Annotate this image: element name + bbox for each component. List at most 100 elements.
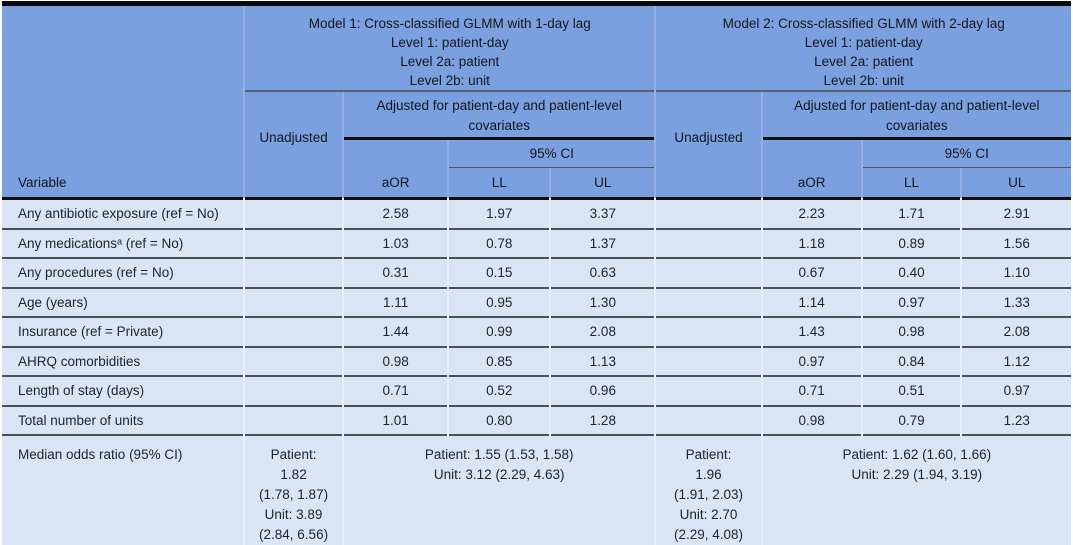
aor-m1-cell: 1.01: [344, 406, 448, 436]
aor-m1-cell: 1.44: [344, 318, 448, 348]
ul-m1-cell: 3.37: [551, 200, 655, 230]
ll-m2-cell: 0.79: [862, 406, 961, 436]
aor-m2-cell: 1.43: [762, 318, 861, 348]
column-header-aor-m1: aOR: [344, 140, 448, 200]
table-row: Any antibiotic exposure (ref = No) 2.58 …: [2, 200, 1071, 230]
median-line: Unit: 2.70: [679, 507, 738, 522]
column-header-ll-m1: LL: [449, 168, 550, 200]
median-unadjusted-m2-cell: Patient: 1.96 (1.91, 2.03) Unit: 2.70 (2…: [656, 436, 761, 545]
median-line: Patient:: [270, 447, 317, 462]
aor-m1-cell: 1.03: [344, 229, 448, 259]
model2-title-line: Model 2: Cross-classified GLMM with 2-da…: [722, 16, 1005, 31]
aor-m1-cell: 2.58: [344, 200, 448, 230]
ll-m2-cell: 0.89: [862, 229, 961, 259]
unadjusted-m2-cell: [656, 259, 761, 289]
unadjusted-m1-cell: [245, 288, 342, 318]
median-line: 1.96: [695, 467, 722, 482]
model1-level2a-line: Level 2a: patient: [400, 54, 500, 69]
ll-m2-cell: 0.51: [862, 377, 961, 407]
unadjusted-m1-cell: [245, 406, 342, 436]
group-header-adjusted-m2: Adjusted for patient-day and patient-lev…: [762, 92, 1071, 140]
ll-m1-cell: 1.97: [449, 200, 550, 230]
ul-m2-cell: 1.56: [962, 229, 1071, 259]
median-line: (1.91, 2.03): [674, 487, 744, 502]
median-line: (2.84, 6.56): [259, 527, 329, 542]
median-line: (1.78, 1.87): [259, 487, 329, 502]
ul-m2-cell: 1.23: [962, 406, 1071, 436]
median-line: Unit: 2.29 (1.94, 3.19): [851, 467, 983, 482]
aor-m2-cell: 0.71: [762, 377, 861, 407]
aor-m2-cell: 0.97: [762, 347, 861, 377]
table-row: Insurance (ref = Private) 1.44 0.99 2.08…: [2, 318, 1071, 348]
ll-m1-cell: 0.52: [449, 377, 550, 407]
unadjusted-m1-cell: [245, 318, 342, 348]
ul-m1-cell: 2.08: [551, 318, 655, 348]
ul-m1-cell: 0.63: [551, 259, 655, 289]
unadjusted-m1-cell: [245, 259, 342, 289]
ul-m2-cell: 1.12: [962, 347, 1071, 377]
ul-m1-cell: 1.28: [551, 406, 655, 436]
model2-level1-line: Level 1: patient-day: [804, 35, 923, 50]
ll-m2-cell: 0.98: [862, 318, 961, 348]
table-row: Any procedures (ref = No) 0.31 0.15 0.63…: [2, 259, 1071, 289]
model2-level2b-line: Level 2b: unit: [823, 73, 904, 88]
variable-cell: Insurance (ref = Private): [2, 318, 244, 348]
ul-m2-cell: 0.97: [962, 377, 1071, 407]
column-header-unadjusted-m2: Unadjusted: [656, 92, 761, 200]
median-line: Patient:: [685, 447, 732, 462]
table-row: Total number of units 1.01 0.80 1.28 0.9…: [2, 406, 1071, 436]
ul-m2-cell: 2.08: [962, 318, 1071, 348]
model1-title-line: Model 1: Cross-classified GLMM with 1-da…: [308, 16, 591, 31]
unadjusted-m2-cell: [656, 288, 761, 318]
model1-title: Model 1: Cross-classified GLMM with 1-da…: [245, 6, 655, 92]
unadjusted-m2-cell: [656, 200, 761, 230]
aor-m2-cell: 2.23: [762, 200, 861, 230]
median-odds-ratio-row: Median odds ratio (95% CI) Patient: 1.82…: [2, 436, 1071, 545]
ll-m2-cell: 0.40: [862, 259, 961, 289]
unadjusted-m2-cell: [656, 406, 761, 436]
median-line: Patient: 1.62 (1.60, 1.66): [842, 447, 992, 462]
unadjusted-m1-cell: [245, 229, 342, 259]
column-header-unadjusted-m1: Unadjusted: [245, 92, 342, 200]
column-header-ul-m1: UL: [551, 168, 655, 200]
unadjusted-m1-cell: [245, 377, 342, 407]
unadjusted-m2-cell: [656, 318, 761, 348]
variable-cell: Age (years): [2, 288, 244, 318]
median-line: (2.29, 4.08): [674, 527, 744, 542]
ul-m1-cell: 1.30: [551, 288, 655, 318]
aor-m2-cell: 1.18: [762, 229, 861, 259]
table-row: Age (years) 1.11 0.95 1.30 1.14 0.97 1.3…: [2, 288, 1071, 318]
aor-m2-cell: 1.14: [762, 288, 861, 318]
group-header-ci-m2: 95% CI: [862, 140, 1071, 168]
model2-level2a-line: Level 2a: patient: [814, 54, 914, 69]
median-adjusted-m1-cell: Patient: 1.55 (1.53, 1.58) Unit: 3.12 (2…: [344, 436, 655, 545]
aor-m1-cell: 1.11: [344, 288, 448, 318]
header-row-model-titles: Variable Model 1: Cross-classified GLMM …: [2, 6, 1071, 200]
median-line: Unit: 3.89: [264, 507, 323, 522]
ul-m2-cell: 1.10: [962, 259, 1071, 289]
variable-cell: Any antibiotic exposure (ref = No): [2, 200, 244, 230]
table-row: Any medicationsᵃ (ref = No) 1.03 0.78 1.…: [2, 229, 1071, 259]
ll-m1-cell: 0.99: [449, 318, 550, 348]
ll-m1-cell: 0.80: [449, 406, 550, 436]
model2-title: Model 2: Cross-classified GLMM with 2-da…: [656, 6, 1071, 92]
ul-m1-cell: 0.96: [551, 377, 655, 407]
model1-level1-line: Level 1: patient-day: [390, 35, 509, 50]
column-header-ll-m2: LL: [862, 168, 961, 200]
ll-m2-cell: 0.84: [862, 347, 961, 377]
aor-m1-cell: 0.31: [344, 259, 448, 289]
aor-m1-cell: 0.98: [344, 347, 448, 377]
unadjusted-m1-cell: [245, 347, 342, 377]
ll-m1-cell: 0.85: [449, 347, 550, 377]
header-row-limits: LL UL LL UL: [2, 168, 1071, 200]
column-header-aor-m2: aOR: [762, 140, 861, 200]
aor-m2-cell: 0.67: [762, 259, 861, 289]
ll-m1-cell: 0.78: [449, 229, 550, 259]
aor-m1-cell: 0.71: [344, 377, 448, 407]
glmm-results-table: Variable Model 1: Cross-classified GLMM …: [2, 6, 1071, 545]
variable-cell: Any medicationsᵃ (ref = No): [2, 229, 244, 259]
variable-cell: Any procedures (ref = No): [2, 259, 244, 289]
median-line: Patient: 1.55 (1.53, 1.58): [424, 447, 574, 462]
